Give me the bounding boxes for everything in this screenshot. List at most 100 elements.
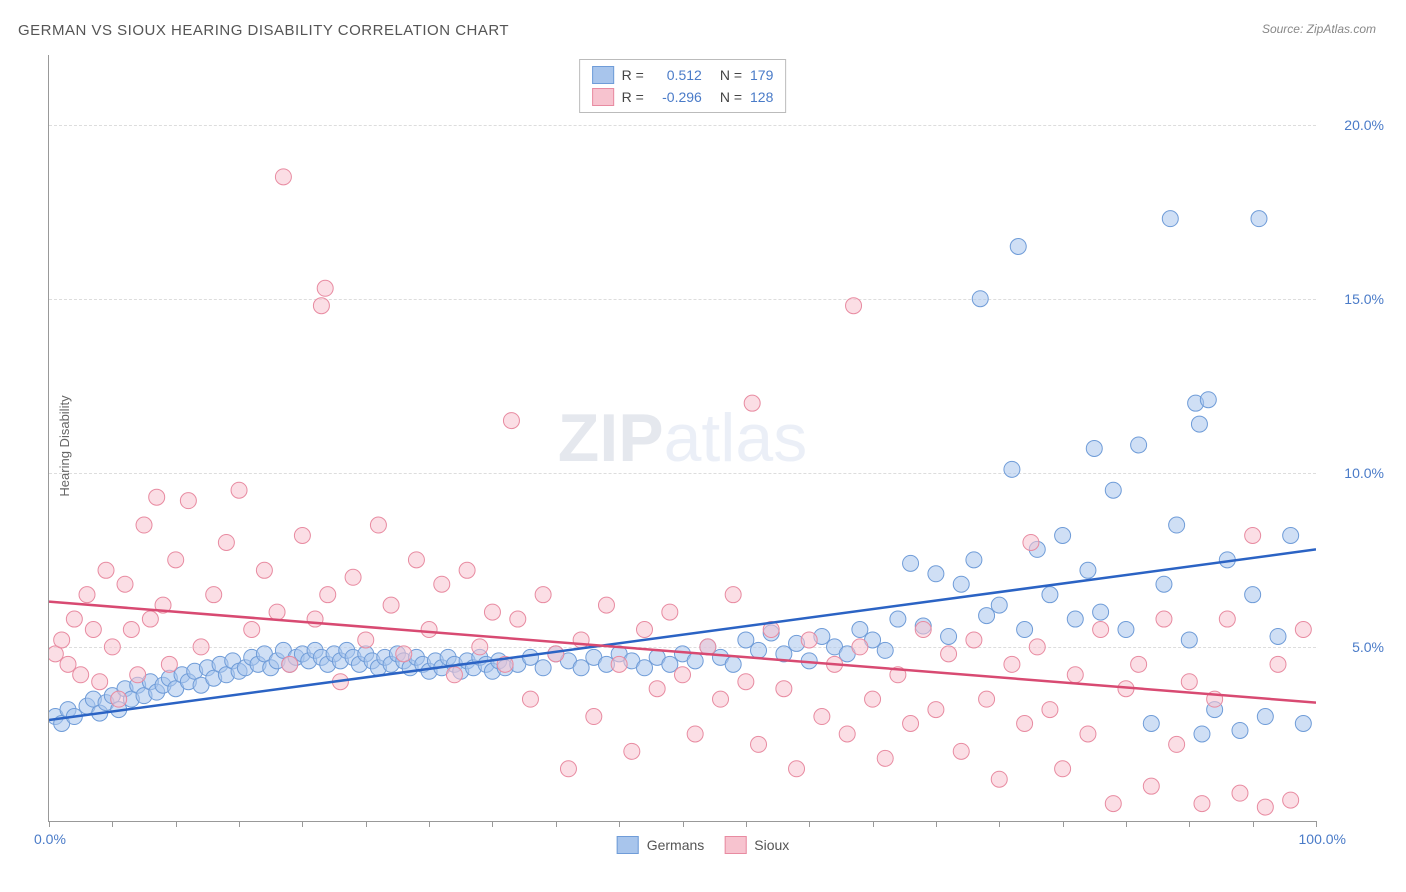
scatter-point xyxy=(54,632,70,648)
scatter-point xyxy=(383,597,399,613)
scatter-point xyxy=(98,562,114,578)
scatter-point xyxy=(269,604,285,620)
scatter-point xyxy=(1029,639,1045,655)
scatter-point xyxy=(66,611,82,627)
scatter-point xyxy=(1023,534,1039,550)
scatter-point xyxy=(168,552,184,568)
scatter-point xyxy=(535,660,551,676)
scatter-point xyxy=(1232,722,1248,738)
scatter-point xyxy=(161,656,177,672)
scatter-point xyxy=(472,639,488,655)
scatter-point xyxy=(73,667,89,683)
scatter-point xyxy=(1283,792,1299,808)
scatter-point xyxy=(522,691,538,707)
scatter-point xyxy=(877,642,893,658)
x-tick xyxy=(556,821,557,827)
x-tick xyxy=(873,821,874,827)
scatter-point xyxy=(1169,517,1185,533)
scatter-point xyxy=(510,611,526,627)
scatter-point xyxy=(136,517,152,533)
scatter-point xyxy=(282,656,298,672)
scatter-point xyxy=(972,291,988,307)
x-tick xyxy=(809,821,810,827)
scatter-point xyxy=(991,771,1007,787)
legend-swatch xyxy=(592,88,614,106)
scatter-point xyxy=(1181,674,1197,690)
legend-swatch xyxy=(617,836,639,854)
scatter-point xyxy=(928,702,944,718)
scatter-point xyxy=(846,298,862,314)
scatter-point xyxy=(79,587,95,603)
scatter-point xyxy=(1118,622,1134,638)
x-tick xyxy=(429,821,430,827)
scatter-point xyxy=(180,493,196,509)
scatter-point xyxy=(1080,562,1096,578)
scatter-point xyxy=(725,587,741,603)
scatter-point xyxy=(256,562,272,578)
scatter-point xyxy=(1131,437,1147,453)
n-value: 179 xyxy=(750,67,773,83)
scatter-point xyxy=(320,587,336,603)
legend-swatch xyxy=(724,836,746,854)
scatter-point xyxy=(1257,709,1273,725)
scatter-point xyxy=(1270,656,1286,672)
scatter-point xyxy=(751,736,767,752)
scatter-point xyxy=(345,569,361,585)
n-label: N = xyxy=(720,89,742,105)
y-tick-label: 15.0% xyxy=(1344,291,1384,307)
scatter-point xyxy=(636,660,652,676)
scatter-point xyxy=(903,716,919,732)
scatter-point xyxy=(852,639,868,655)
x-tick xyxy=(239,821,240,827)
scatter-point xyxy=(1295,622,1311,638)
scatter-point xyxy=(244,622,260,638)
scatter-point xyxy=(434,576,450,592)
scatter-point xyxy=(358,632,374,648)
scatter-point xyxy=(1200,392,1216,408)
scatter-point xyxy=(370,517,386,533)
scatter-point xyxy=(535,587,551,603)
scatter-point xyxy=(1067,667,1083,683)
series-legend: GermansSioux xyxy=(617,836,790,854)
scatter-point xyxy=(123,622,139,638)
scatter-point xyxy=(1004,461,1020,477)
scatter-point xyxy=(953,576,969,592)
scatter-point xyxy=(1191,416,1207,432)
scatter-point xyxy=(979,608,995,624)
x-tick xyxy=(112,821,113,827)
scatter-point xyxy=(104,639,120,655)
x-axis-min-label: 0.0% xyxy=(34,831,66,847)
correlation-legend: R =0.512N =179R =-0.296N =128 xyxy=(579,59,787,113)
scatter-point xyxy=(317,280,333,296)
x-tick xyxy=(492,821,493,827)
scatter-point xyxy=(117,576,133,592)
legend-label: Germans xyxy=(647,837,705,853)
legend-swatch xyxy=(592,66,614,84)
scatter-point xyxy=(915,622,931,638)
x-tick xyxy=(1063,821,1064,827)
x-tick xyxy=(302,821,303,827)
scatter-point xyxy=(1245,587,1261,603)
scatter-point xyxy=(1093,604,1109,620)
scatter-point xyxy=(1017,716,1033,732)
scatter-point xyxy=(149,489,165,505)
r-value: 0.512 xyxy=(652,67,702,83)
scatter-point xyxy=(1270,628,1286,644)
scatter-point xyxy=(839,726,855,742)
scatter-point xyxy=(687,726,703,742)
x-tick xyxy=(746,821,747,827)
scatter-point xyxy=(636,622,652,638)
scatter-point xyxy=(503,413,519,429)
scatter-point xyxy=(789,761,805,777)
scatter-point xyxy=(193,639,209,655)
scatter-point xyxy=(776,681,792,697)
scatter-point xyxy=(548,646,564,662)
scatter-point xyxy=(814,709,830,725)
scatter-point xyxy=(1042,702,1058,718)
scatter-point xyxy=(60,656,76,672)
r-label: R = xyxy=(622,67,644,83)
scatter-point xyxy=(1042,587,1058,603)
scatter-point xyxy=(611,656,627,672)
scatter-point xyxy=(941,646,957,662)
scatter-point xyxy=(446,667,462,683)
